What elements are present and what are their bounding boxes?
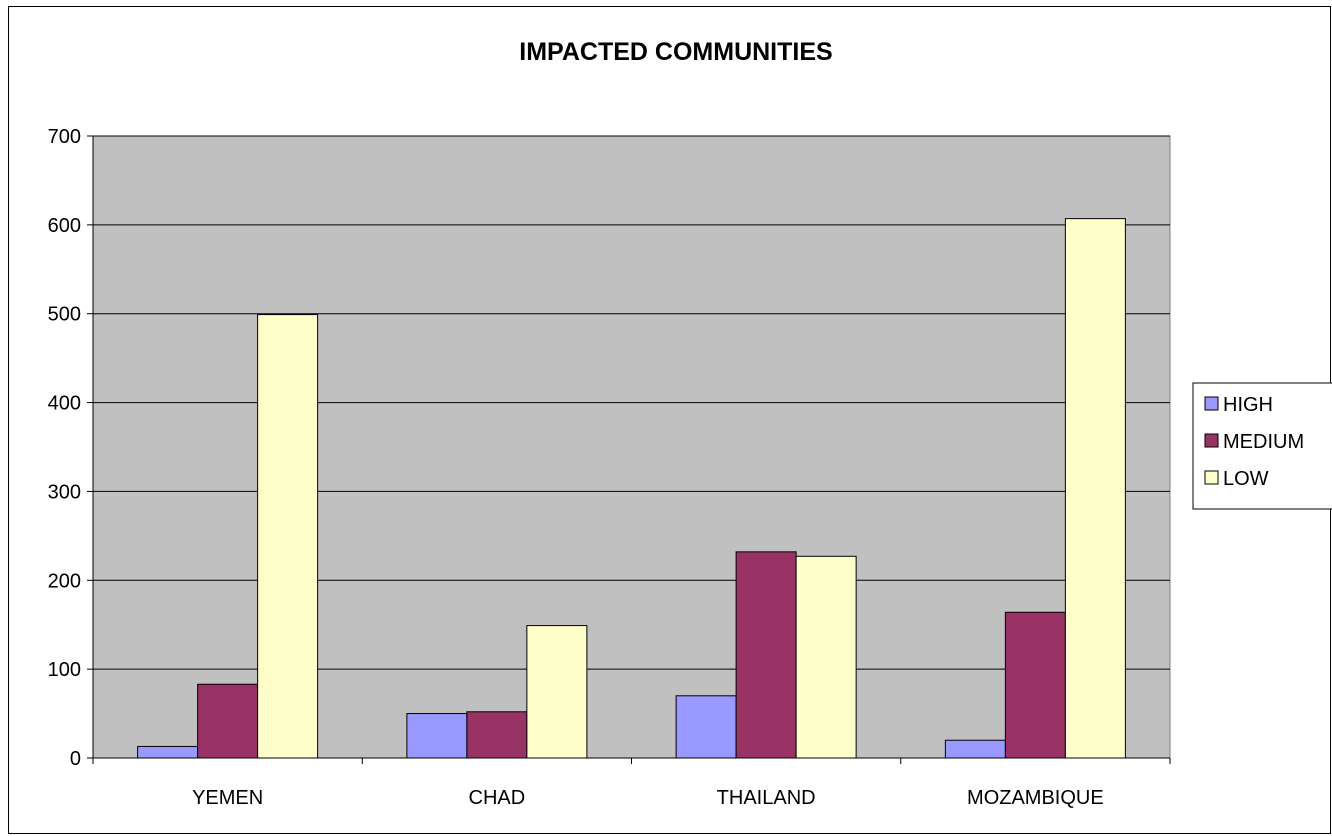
legend: HIGH MEDIUM LOW xyxy=(1192,382,1332,510)
x-tick-label: MOZAMBIQUE xyxy=(967,787,1104,809)
y-tick-label: 100 xyxy=(48,659,81,681)
bar-high-chad xyxy=(406,713,468,759)
bar-high-thailand xyxy=(675,695,737,759)
bar-medium-chad xyxy=(466,711,528,759)
chart-title: IMPACTED COMMUNITIES xyxy=(519,38,832,66)
legend-label-low: LOW xyxy=(1223,468,1269,490)
y-tick-labels: 0 100 200 300 400 500 600 700 xyxy=(48,126,81,770)
bar-low-mozambique xyxy=(1064,218,1126,759)
y-tick-label: 700 xyxy=(48,126,81,148)
x-tick-labels: YEMEN CHAD THAILAND MOZAMBIQUE xyxy=(192,787,1104,809)
y-tick-label: 0 xyxy=(70,748,81,770)
y-tick-label: 200 xyxy=(48,570,81,592)
bars xyxy=(137,218,1126,759)
y-tick-label: 600 xyxy=(48,215,81,237)
bar-low-yemen xyxy=(257,314,319,759)
y-tick-label: 500 xyxy=(48,304,81,326)
bar-medium-yemen xyxy=(197,683,259,759)
legend-label-medium: MEDIUM xyxy=(1223,431,1304,453)
y-tick-label: 300 xyxy=(48,481,81,503)
legend-swatch-high xyxy=(1204,396,1219,411)
y-tick-label: 400 xyxy=(48,393,81,415)
legend-swatch-low xyxy=(1204,470,1219,485)
axes xyxy=(87,135,1171,764)
bar-low-thailand xyxy=(795,555,857,759)
x-tick-label: CHAD xyxy=(469,787,526,809)
bar-high-mozambique xyxy=(944,739,1006,759)
bar-low-chad xyxy=(526,625,588,759)
bar-high-yemen xyxy=(137,745,199,759)
bar-medium-mozambique xyxy=(1004,611,1066,759)
legend-swatch-medium xyxy=(1204,433,1219,448)
x-tick-label: YEMEN xyxy=(192,787,263,809)
bar-medium-thailand xyxy=(735,551,797,759)
legend-label-high: HIGH xyxy=(1223,394,1273,416)
x-tick-label: THAILAND xyxy=(717,787,816,809)
